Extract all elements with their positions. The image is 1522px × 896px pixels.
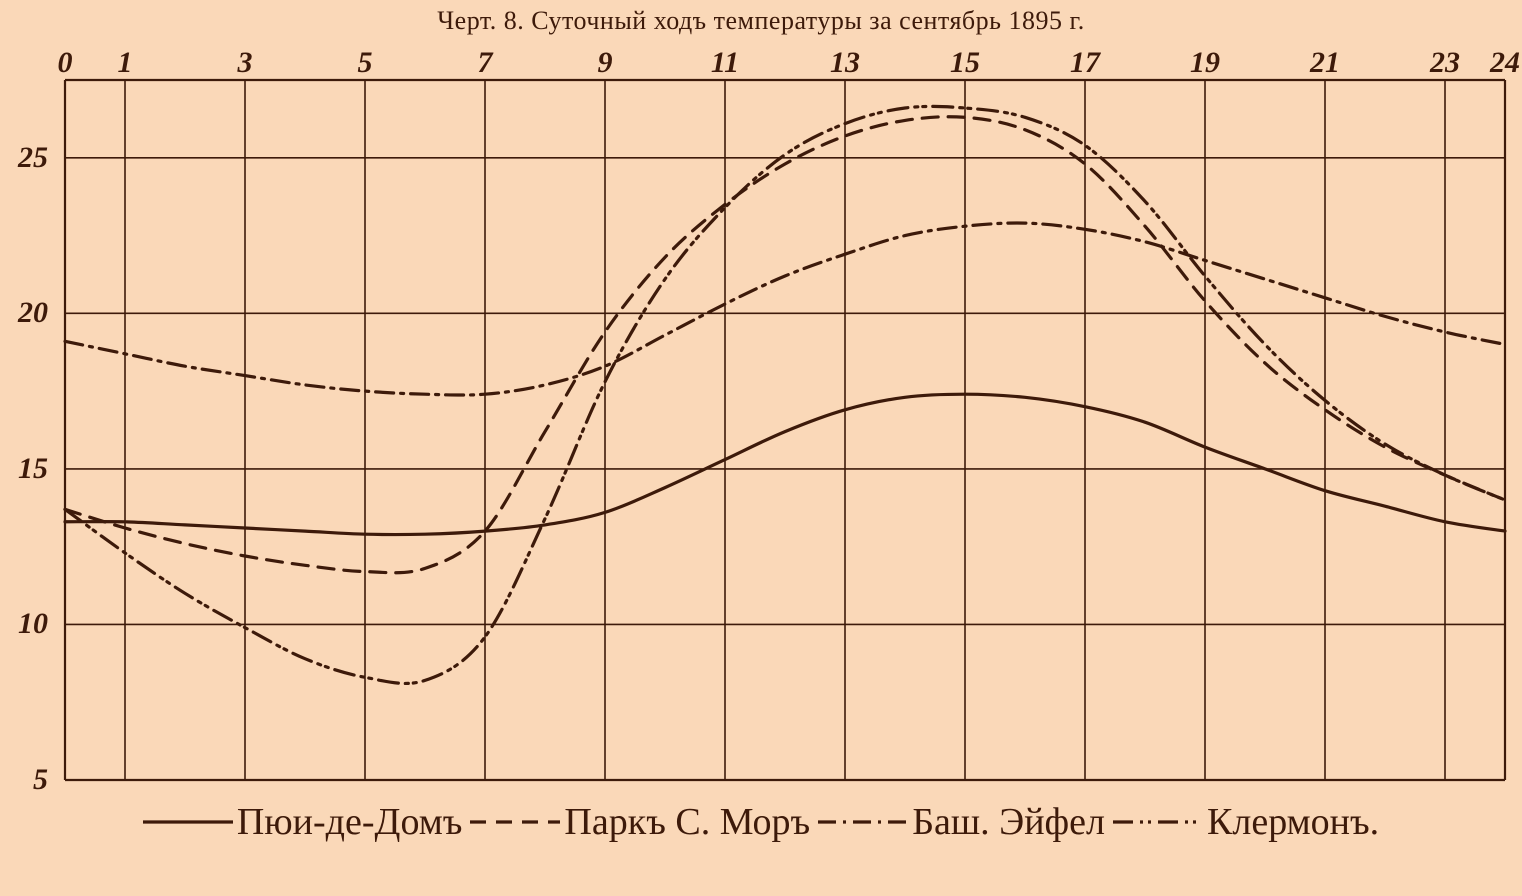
legend-item-clermont: Клермонъ. <box>1113 800 1379 844</box>
legend-line-sample <box>470 810 560 834</box>
chart-legend: Пюи-де-Домъ Паркъ С. Моръ Баш. Эйфел Клермо… <box>0 800 1522 844</box>
series-puy-de-dome <box>65 394 1505 534</box>
legend-label: Паркъ С. Моръ <box>564 800 810 844</box>
series-clermont <box>65 106 1505 683</box>
page-root: Черт. 8. Суточный ходъ температуры за се… <box>0 0 1522 896</box>
legend-label: Клермонъ. <box>1207 800 1379 844</box>
legend-line-sample <box>1113 810 1203 834</box>
legend-item-parc-st-maur: Паркъ С. Моръ <box>470 800 810 844</box>
legend-item-puy-de-dome: Пюи-де-Домъ <box>143 800 463 844</box>
chart-plot <box>0 0 1522 896</box>
legend-item-eiffel-tower: Баш. Эйфел <box>818 800 1105 844</box>
legend-label: Баш. Эйфел <box>912 800 1105 844</box>
legend-line-sample <box>143 810 233 834</box>
legend-label: Пюи-де-Домъ <box>237 800 463 844</box>
legend-line-sample <box>818 810 908 834</box>
series-parc-st-maur <box>65 117 1505 573</box>
